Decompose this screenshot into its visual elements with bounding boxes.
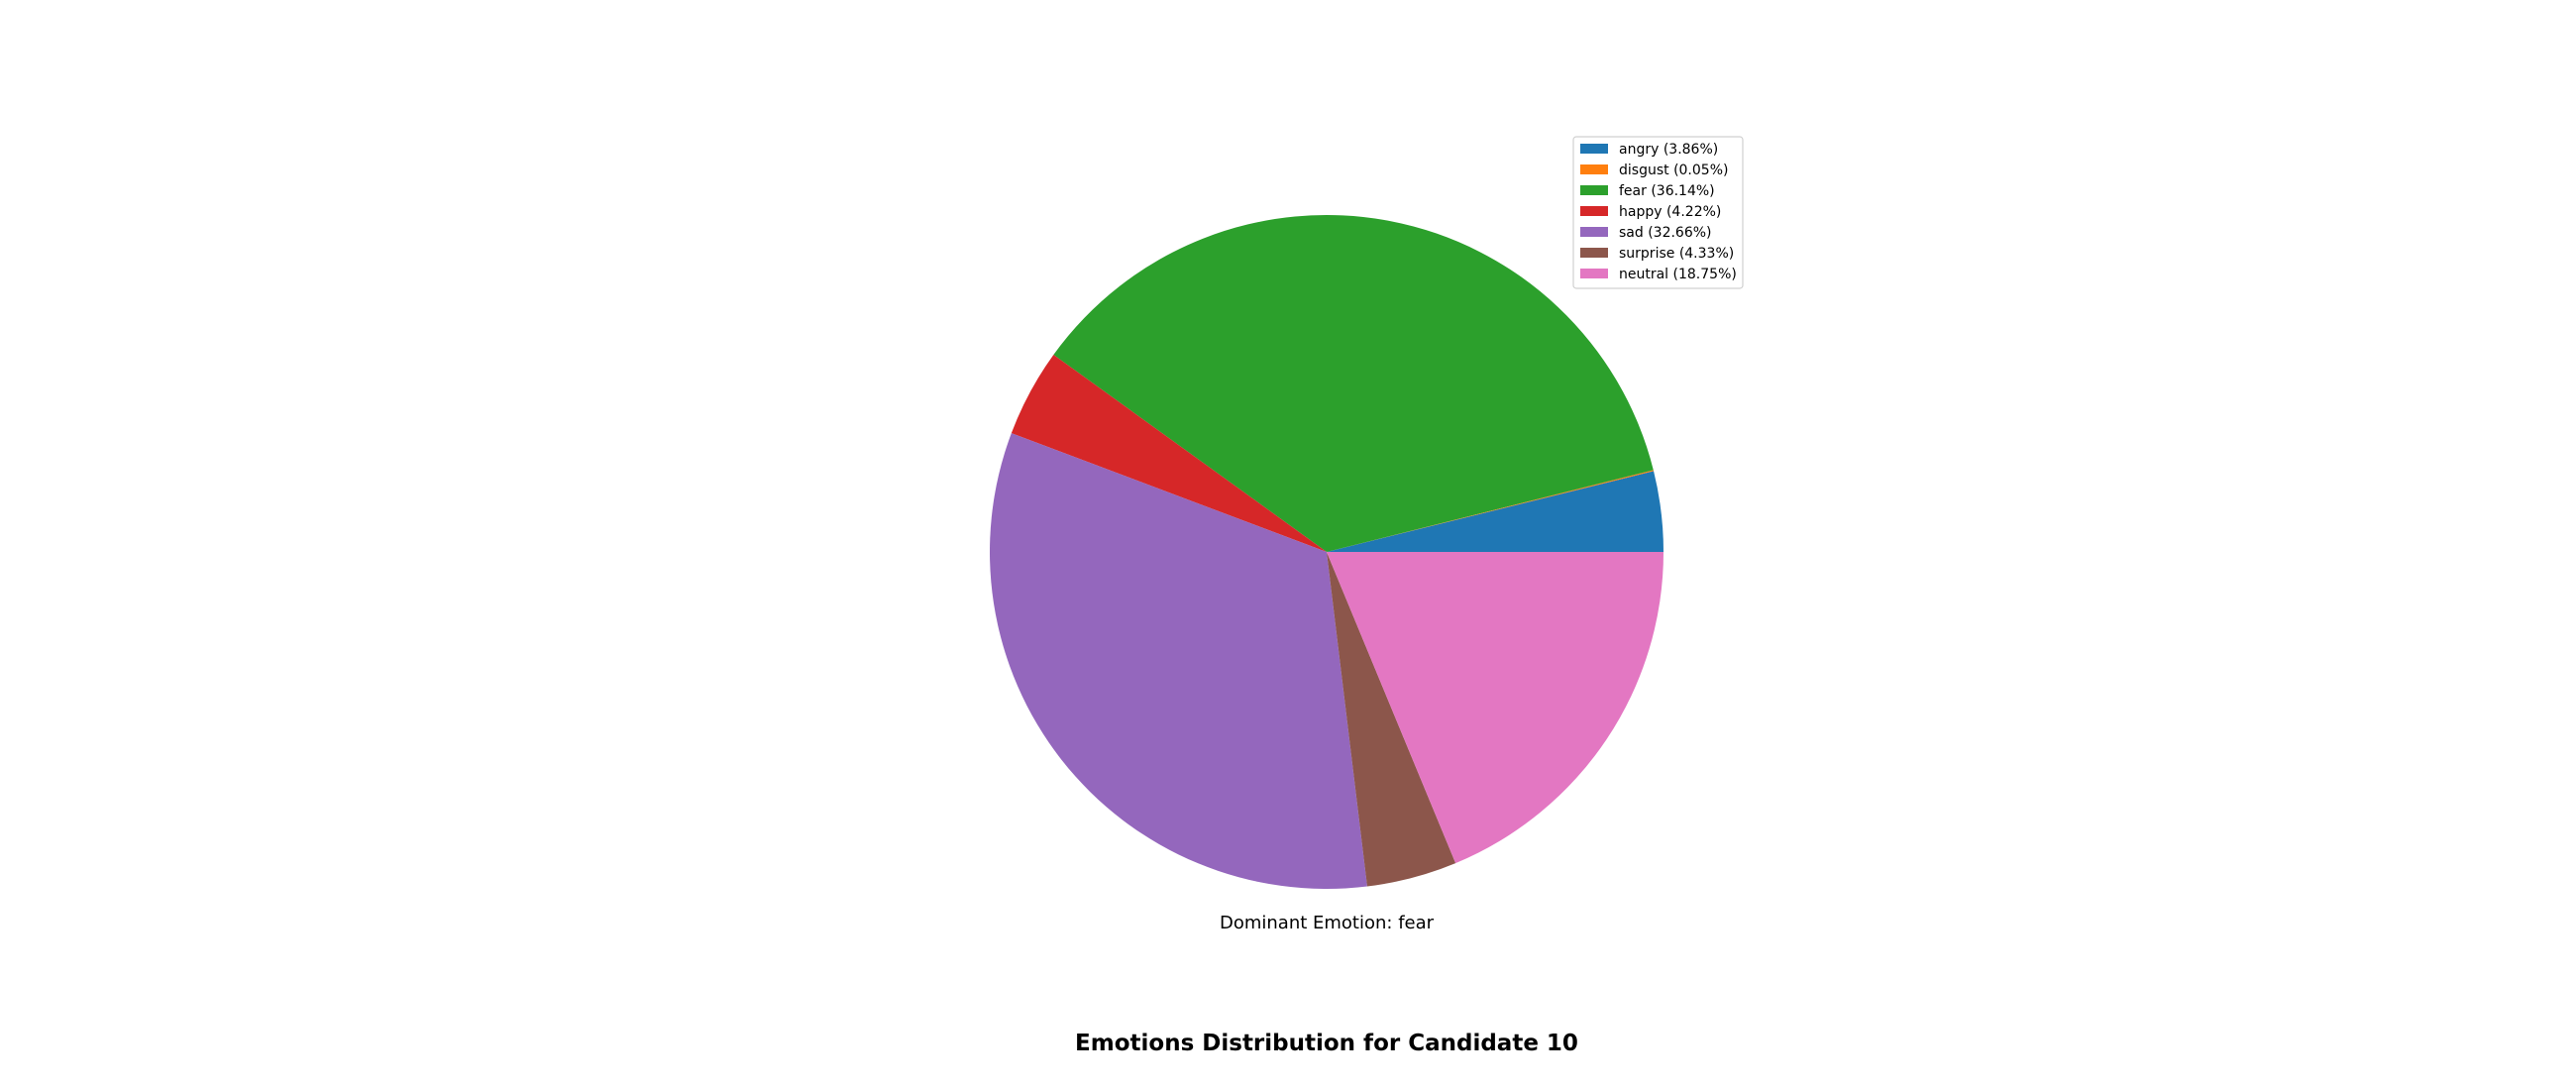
pie-slice-neutral bbox=[1327, 552, 1664, 864]
pie-slice-fear bbox=[1053, 215, 1654, 552]
legend-swatch-happy bbox=[1580, 206, 1608, 216]
legend-swatch-neutral bbox=[1580, 269, 1608, 278]
pie-slice-happy bbox=[1011, 354, 1327, 552]
legend-items: angry (3.86%) disgust (0.05%) fear (36.14%… bbox=[1580, 142, 1737, 282]
legend-label-disgust: disgust (0.05%) bbox=[1619, 163, 1728, 178]
legend-frame bbox=[1572, 136, 1744, 289]
legend-label-sad: sad (32.66%) bbox=[1619, 225, 1712, 241]
legend-swatch-surprise bbox=[1580, 248, 1608, 258]
legend-label-surprise: surprise (4.33%) bbox=[1619, 246, 1734, 262]
pie-slices bbox=[990, 215, 1664, 889]
pie-slice-angry bbox=[1327, 471, 1664, 552]
dominant-emotion-caption: Dominant Emotion: fear bbox=[1220, 913, 1435, 933]
legend-label-neutral: neutral (18.75%) bbox=[1619, 267, 1737, 282]
chart-title: Emotions Distribution for Candidate 10 bbox=[1075, 1031, 1578, 1056]
pie-slice-sad bbox=[990, 433, 1367, 889]
legend-label-happy: happy (4.22%) bbox=[1619, 204, 1721, 220]
legend-swatch-angry bbox=[1580, 144, 1608, 154]
legend-swatch-sad bbox=[1580, 227, 1608, 237]
pie-slice-disgust bbox=[1327, 470, 1655, 552]
pie-slice-surprise bbox=[1327, 552, 1456, 887]
chart-legend: angry (3.86%) disgust (0.05%) fear (36.14%… bbox=[1572, 136, 1744, 289]
legend-label-angry: angry (3.86%) bbox=[1619, 142, 1718, 158]
legend-label-fear: fear (36.14%) bbox=[1619, 183, 1715, 199]
legend-swatch-fear bbox=[1580, 185, 1608, 195]
legend-swatch-disgust bbox=[1580, 164, 1608, 174]
